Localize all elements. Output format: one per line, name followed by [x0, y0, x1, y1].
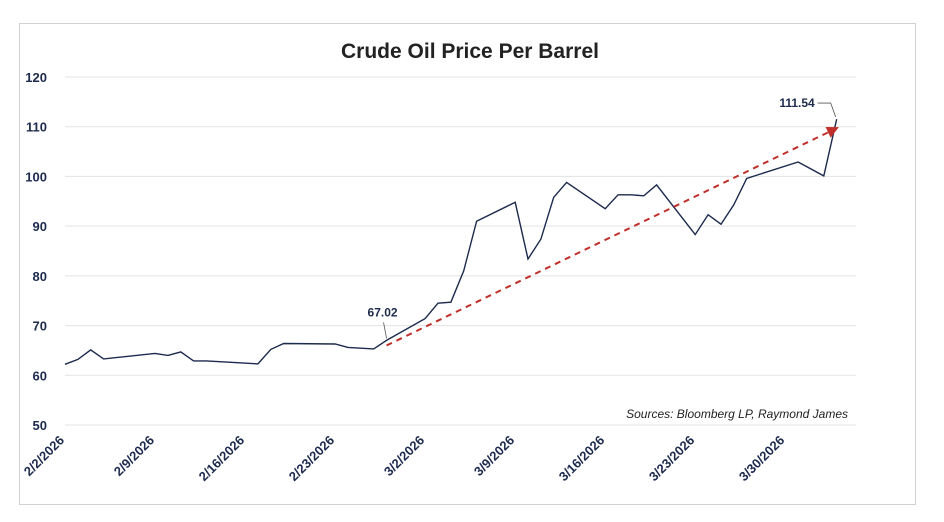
x-tick-label: 3/9/2026: [471, 433, 517, 479]
x-tick-label: 3/2/2026: [381, 433, 427, 479]
x-tick-label: 2/23/2026: [286, 433, 338, 485]
data-labels: 67.02 111.54: [368, 96, 837, 339]
y-axis-ticks: 120 110 100 90 80 70 60 50: [25, 70, 47, 433]
y-tick-label: 80: [33, 269, 47, 284]
trend-arrow: [386, 126, 839, 347]
y-tick-label: 70: [33, 319, 47, 334]
x-tick-label: 2/9/2026: [111, 433, 157, 479]
price-line: [64, 118, 838, 365]
y-tick-label: 60: [33, 368, 47, 383]
x-tick-label: 3/16/2026: [556, 433, 608, 485]
x-tick-label: 3/30/2026: [736, 433, 788, 485]
y-tick-label: 100: [25, 169, 47, 184]
label-leader: [817, 102, 837, 118]
y-tick-label: 50: [33, 418, 47, 433]
chart-title: Crude Oil Price Per Barrel: [341, 40, 599, 63]
x-tick-label: 2/2/2026: [21, 433, 67, 479]
data-label: 111.54: [779, 96, 815, 110]
x-axis-ticks: 2/2/2026 2/9/2026 2/16/2026 2/23/2026 3/2/20…: [21, 433, 788, 485]
data-label: 67.02: [368, 305, 398, 319]
x-tick-label: 2/16/2026: [196, 433, 248, 485]
y-tick-label: 110: [26, 120, 47, 135]
gridlines: [65, 76, 856, 426]
y-tick-label: 90: [33, 219, 47, 234]
source-note: Sources: Bloomberg LP, Raymond James: [626, 407, 848, 421]
label-leader: [383, 322, 387, 339]
x-tick-label: 3/23/2026: [646, 433, 698, 485]
y-tick-label: 120: [25, 70, 47, 85]
